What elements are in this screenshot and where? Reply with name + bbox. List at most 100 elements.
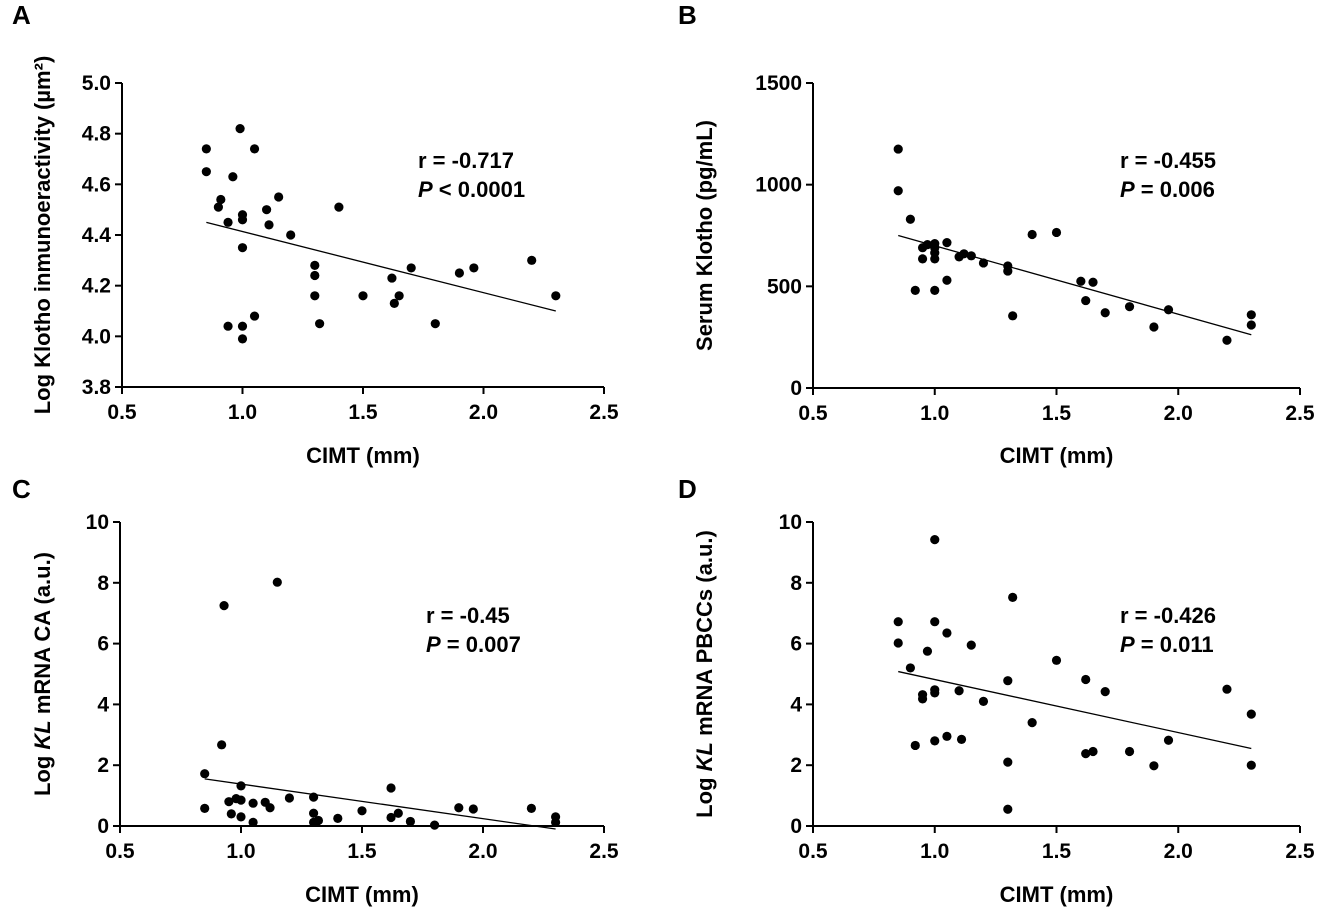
- panel-b-data-point: [1081, 295, 1091, 306]
- panel-a-data-point: [358, 291, 368, 301]
- panel-c-y-tick-label: 2: [97, 754, 109, 777]
- panel-c-y-axis-title: Log KL mRNA CA (a.u.): [30, 552, 55, 796]
- panel-c-p-label: P: [426, 632, 441, 657]
- panel-c-data-point: [405, 816, 415, 827]
- panel-b-data-point: [1163, 305, 1174, 315]
- panel-b-data-point: [910, 285, 920, 295]
- panel-d-y-tick-label: 0: [790, 815, 802, 838]
- panel-b-data-point: [1003, 266, 1013, 276]
- panel-c-data-point: [224, 797, 234, 807]
- panel-c-p-value: P = 0.007: [426, 632, 521, 657]
- panel-d-data-point: [1003, 804, 1013, 814]
- panel-c-x-axis-title: CIMT (mm): [305, 882, 419, 907]
- panel-b-data-point: [942, 275, 952, 285]
- panel-c-data-point: [265, 803, 275, 813]
- panel-d-data-point: [942, 731, 952, 741]
- panel-d-data-point: [1008, 592, 1018, 602]
- panel-b-data-point: [942, 238, 952, 248]
- panel-d-y-axis-title-gene: KL: [692, 742, 717, 771]
- panel-c-data-point: [217, 740, 227, 750]
- panel-b-data-point: [959, 249, 969, 259]
- panel-b-data-point: [1076, 276, 1086, 286]
- panel-d-y-axis-title-suffix: mRNA PBCCs (a.u.): [692, 530, 717, 742]
- panel-a-data-point: [216, 194, 226, 205]
- panel-c-data-point: [284, 793, 294, 803]
- panel-c-data-point: [386, 812, 396, 823]
- panel-a-data-point: [310, 291, 320, 301]
- panel-c-x-tick-label: 0.5: [105, 840, 135, 863]
- panel-d-x-tick-label: 2.5: [1285, 840, 1315, 863]
- panel-a-data-point: [249, 311, 260, 321]
- panel-b-letter: B: [678, 0, 697, 30]
- panel-d-data-point: [917, 694, 928, 704]
- panel-c-data-point: [248, 817, 258, 827]
- panel-d-data-point: [1051, 655, 1062, 665]
- panel-c-y-tick-label: 10: [86, 511, 109, 534]
- panel-b-data-point: [1008, 311, 1018, 321]
- panel-c-data-point: [468, 804, 478, 814]
- panel-a-x-tick-label: 1.5: [348, 401, 378, 424]
- panel-d-data-point: [1003, 757, 1013, 767]
- panel-a-data-point: [406, 263, 416, 273]
- panel-d-data-point: [956, 734, 967, 744]
- panel-b-data-point: [1124, 302, 1135, 312]
- panel-d-p-value: P = 0.011: [1120, 632, 1214, 657]
- panel-d: D 0 2 4 6 8 10 0.5 1.0 1.5 2.0 2.5 CIMT (mm) Log KL m…: [678, 474, 1315, 907]
- panel-d-data-point: [1003, 676, 1013, 686]
- panel-d-letter: D: [678, 474, 697, 504]
- panel-a-data-point: [551, 291, 561, 301]
- panel-a-data-point: [310, 260, 320, 270]
- panel-a-x-tick-label: 1.0: [228, 401, 257, 424]
- panel-d-y-axis-title-prefix: Log: [692, 771, 717, 817]
- panel-d-data-point: [1246, 709, 1256, 719]
- panel-a-data-point: [315, 319, 325, 329]
- panel-a-y-tick-label: 4.8: [82, 123, 112, 146]
- panel-c-y-axis-title-suffix: mRNA CA (a.u.): [30, 552, 55, 720]
- panel-c-data-point: [200, 769, 210, 779]
- panel-a-data-point: [237, 243, 248, 253]
- panel-a: A 3.8 4.0 4.2 4.4 4.6 4.8 5.0 0.5 1.0 1.5 2.0 2.5 CIM…: [12, 0, 619, 468]
- panel-a-data-point: [235, 124, 245, 134]
- panel-b-y-tick-label: 1500: [755, 72, 802, 95]
- panel-d-x-tick-label: 2.0: [1164, 840, 1193, 863]
- panel-b: B 0 500 1000 1500 0.5 1.0 1.5 2.0 2.5 CIMT (mm) Ser…: [678, 0, 1315, 468]
- panel-c-letter: C: [12, 474, 31, 504]
- panel-b-p-value: P = 0.006: [1120, 177, 1215, 202]
- panel-a-y-tick-label: 3.8: [82, 376, 112, 399]
- panel-b-x-tick-label: 1.0: [920, 402, 949, 425]
- panel-a-data-point: [249, 144, 260, 154]
- panel-b-x-tick-label: 1.5: [1042, 402, 1072, 425]
- panel-d-y-tick-label: 8: [790, 572, 802, 595]
- panel-c-data-point: [430, 820, 440, 830]
- panel-a-data-point: [201, 144, 211, 154]
- panel-c-p-number: = 0.007: [441, 632, 521, 657]
- panel-b-x-tick-label: 0.5: [798, 402, 828, 425]
- panel-a-data-point: [387, 273, 397, 283]
- panel-a-y-tick-label: 4.6: [82, 173, 111, 196]
- panel-a-letter: A: [12, 0, 31, 30]
- panel-b-data-point: [1027, 229, 1037, 240]
- panel-a-data-point: [262, 205, 272, 215]
- panel-a-y-tick-label: 4.4: [82, 224, 112, 247]
- panel-d-fit-line: [898, 670, 1252, 750]
- panel-d-data-point: [1088, 746, 1098, 757]
- panel-d-x-tick-label: 1.0: [920, 840, 949, 863]
- panel-c-data-point: [236, 781, 246, 791]
- panel-b-data-point: [1088, 277, 1098, 287]
- panel-a-data-point: [310, 270, 320, 281]
- panel-d-data-point: [942, 628, 952, 638]
- panel-c-y-tick-label: 6: [97, 633, 109, 656]
- panel-c-data-point: [226, 809, 236, 819]
- panel-b-data-point: [893, 186, 903, 196]
- panel-a-data-point: [264, 220, 274, 230]
- panel-d-y-tick-label: 10: [779, 511, 802, 534]
- panel-d-data-point: [1149, 761, 1159, 771]
- panel-b-data-point: [1222, 335, 1232, 345]
- panel-d-data-point: [1222, 684, 1232, 694]
- panel-b-x-tick-label: 2.0: [1164, 402, 1193, 425]
- panel-c-data-point: [526, 803, 537, 813]
- panel-c-x-tick-label: 1.5: [347, 840, 377, 863]
- panel-b-data-point: [1246, 320, 1256, 330]
- panel-d-data-point: [930, 688, 940, 698]
- panel-b-x-tick-label: 2.5: [1285, 402, 1315, 425]
